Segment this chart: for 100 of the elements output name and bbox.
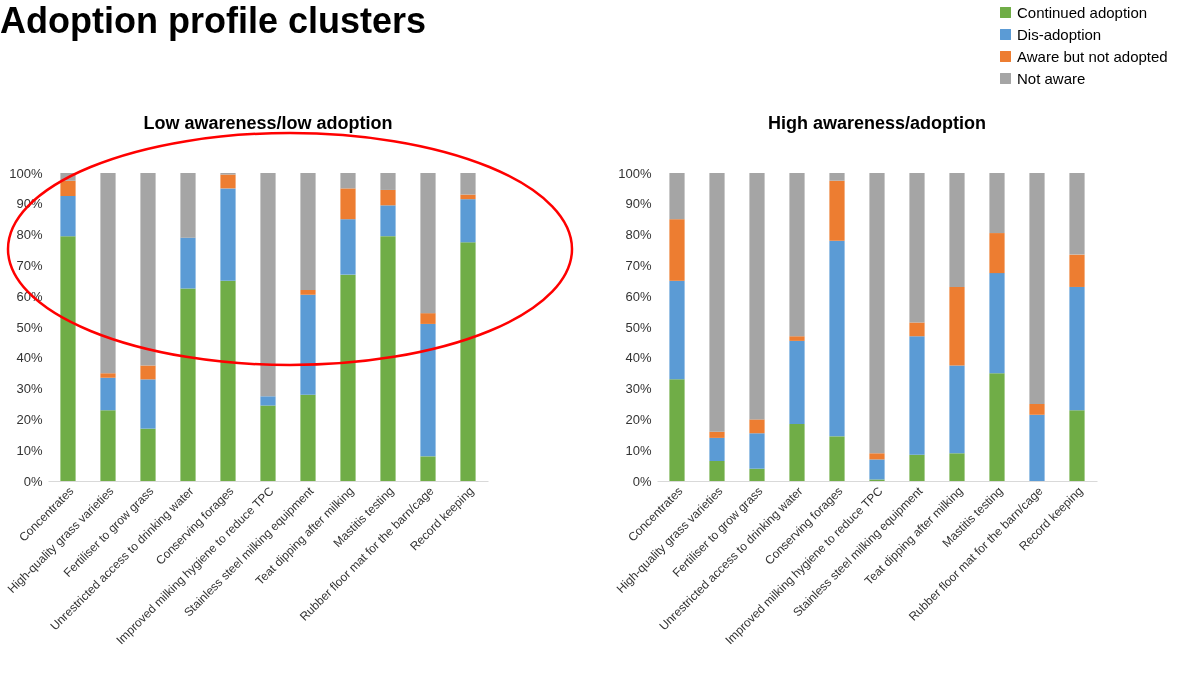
bar — [260, 396, 276, 406]
bar — [340, 188, 356, 220]
bar — [989, 233, 1005, 274]
legend-label: Aware but not adopted — [1017, 47, 1168, 65]
bar — [140, 428, 156, 481]
bar — [749, 433, 765, 469]
bar — [420, 313, 436, 324]
bar — [100, 373, 116, 378]
bar — [420, 323, 436, 457]
bar — [669, 379, 685, 481]
bar — [949, 286, 965, 366]
bar — [220, 280, 236, 481]
bar — [140, 379, 156, 429]
bar — [909, 173, 925, 323]
bar — [789, 173, 805, 337]
chart-title: Low awareness/low adoption — [143, 113, 393, 133]
bar — [300, 173, 316, 291]
text: Adoption profile clusters — [0, 0, 427, 42]
bar — [989, 173, 1005, 234]
y-tick-label: 100% — [9, 165, 43, 181]
y-tick-label: 20% — [625, 411, 652, 427]
bar — [989, 273, 1005, 374]
bar — [460, 199, 476, 243]
bar — [749, 468, 765, 481]
bar — [60, 196, 76, 237]
bar — [420, 456, 436, 481]
bar — [140, 173, 156, 366]
y-tick-label: 0% — [632, 473, 652, 489]
bar — [829, 240, 845, 437]
bar — [1029, 414, 1045, 481]
bar — [460, 242, 476, 481]
y-tick-label: 40% — [625, 350, 652, 366]
bar — [909, 454, 925, 481]
bar — [949, 365, 965, 454]
bar — [300, 394, 316, 481]
bar — [829, 436, 845, 481]
bar — [380, 236, 396, 481]
bar — [1069, 254, 1085, 287]
bar — [100, 377, 116, 411]
bar — [669, 280, 685, 380]
legend-label: Dis-adoption — [1017, 25, 1102, 43]
bar — [180, 237, 196, 289]
bar — [909, 336, 925, 455]
bar — [260, 173, 276, 397]
bar — [140, 365, 156, 380]
bar — [989, 373, 1005, 481]
bar — [1029, 173, 1045, 404]
bar — [60, 236, 76, 481]
bar — [260, 405, 276, 481]
bar — [180, 173, 196, 238]
y-tick-label: 20% — [16, 411, 43, 427]
bar — [789, 424, 805, 481]
bar — [1029, 404, 1045, 415]
bar — [300, 290, 316, 295]
y-tick-label: 50% — [16, 319, 43, 335]
bar — [1069, 410, 1085, 481]
bar — [60, 180, 76, 197]
bar — [909, 322, 925, 337]
bar — [300, 294, 316, 395]
bar — [869, 459, 885, 480]
bar — [380, 189, 396, 206]
bar — [869, 453, 885, 460]
bar — [669, 173, 685, 220]
y-tick-label: 50% — [625, 319, 652, 335]
bar — [420, 173, 436, 314]
y-tick-label: 70% — [625, 257, 652, 273]
bar — [789, 340, 805, 425]
bar — [100, 410, 116, 481]
y-tick-label: 80% — [625, 227, 652, 243]
y-tick-label: 100% — [618, 165, 652, 181]
bar — [1069, 173, 1085, 255]
y-tick-label: 80% — [16, 227, 43, 243]
bar — [340, 173, 356, 189]
bar — [829, 180, 845, 241]
bar — [749, 173, 765, 420]
bar — [180, 288, 196, 481]
legend-label: Continued adoption — [1017, 3, 1148, 21]
y-tick-label: 90% — [625, 196, 652, 212]
y-tick-label: 30% — [16, 381, 43, 397]
bar — [220, 188, 236, 281]
bar — [709, 460, 725, 481]
bar — [460, 194, 476, 200]
bar — [380, 205, 396, 237]
bar — [380, 173, 396, 190]
bar — [709, 173, 725, 432]
y-tick-label: 10% — [16, 442, 43, 458]
y-tick-label: 60% — [625, 288, 652, 304]
bar — [749, 419, 765, 434]
bar — [460, 173, 476, 195]
chart-title: High awareness/adoption — [767, 113, 987, 133]
bar — [949, 173, 965, 287]
bar — [789, 336, 805, 341]
y-tick-label: 70% — [16, 257, 43, 273]
y-tick-label: 10% — [625, 442, 652, 458]
bar — [709, 431, 725, 438]
y-tick-label: 0% — [23, 473, 43, 489]
y-tick-label: 40% — [16, 350, 43, 366]
bar — [709, 437, 725, 461]
bar — [869, 173, 885, 454]
bar — [220, 174, 236, 189]
